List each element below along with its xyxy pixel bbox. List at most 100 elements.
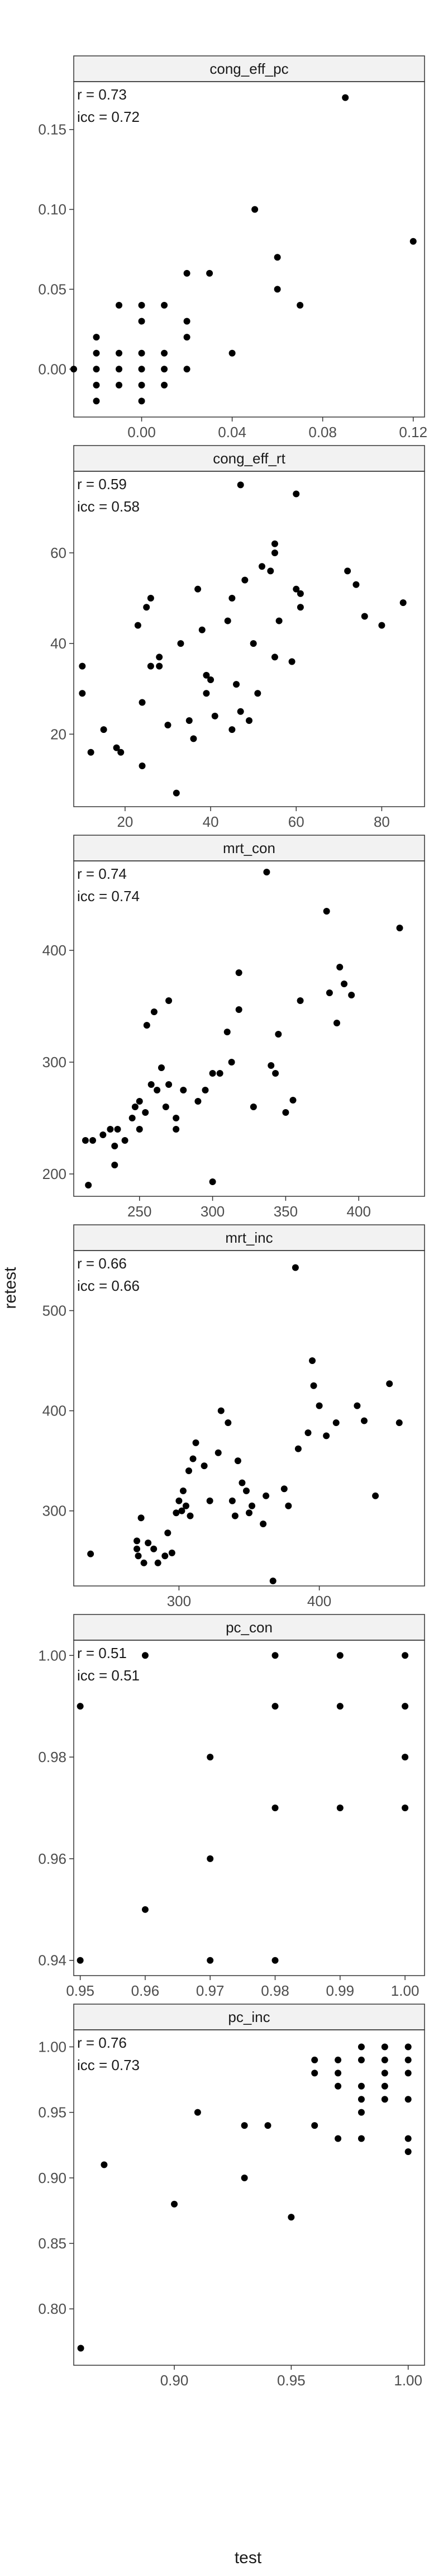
panels-group: cong_eff_pc 0.00 0.05 0.10 0.15 0.00 0.04 0.08 0… [38, 55, 427, 2389]
data-point [336, 1805, 344, 1811]
data-point [173, 789, 180, 797]
data-point [185, 1467, 192, 1475]
data-point [183, 318, 190, 325]
y-tick-label: 400 [42, 1403, 66, 1419]
data-point [409, 238, 417, 245]
panel-border [73, 1640, 425, 1976]
y-tick-label: 0.80 [38, 2300, 66, 2317]
data-point [242, 1487, 250, 1494]
data-point [372, 1492, 379, 1499]
data-point [323, 908, 330, 915]
data-point [311, 2056, 318, 2063]
data-point [173, 1126, 180, 1133]
data-point [183, 269, 190, 277]
data-point [183, 334, 190, 341]
data-point [311, 2122, 318, 2129]
data-point [297, 604, 304, 611]
x-tick-label: 0.98 [261, 1982, 289, 1999]
data-point [264, 2122, 271, 2129]
x-tick-label: 80 [374, 813, 390, 830]
panel-cong_eff_pc: cong_eff_pc 0.00 0.05 0.10 0.15 0.00 0.04 0.08 0… [38, 55, 427, 441]
data-point [207, 1754, 214, 1761]
data-point [275, 1031, 282, 1038]
y-tick-label: 0.96 [38, 1850, 66, 1867]
x-tick-label: 0.99 [326, 1982, 355, 1999]
icc-stat-label: icc = 0.51 [77, 1667, 140, 1684]
data-point [272, 1070, 279, 1077]
data-point [79, 690, 86, 697]
data-point [70, 366, 77, 373]
data-point [87, 749, 94, 756]
icc-stat-label: icc = 0.66 [77, 1277, 140, 1294]
data-point [381, 2070, 388, 2077]
data-point [250, 1104, 257, 1110]
data-point [161, 381, 168, 389]
data-point [100, 726, 107, 733]
data-point [131, 1104, 139, 1110]
data-point [201, 1462, 208, 1470]
data-point [107, 1126, 114, 1133]
data-point [361, 613, 368, 620]
data-point [207, 1855, 214, 1862]
data-point [79, 662, 86, 670]
data-point [288, 2214, 295, 2221]
data-point [269, 1578, 277, 1585]
data-point [138, 381, 145, 389]
data-point [156, 662, 163, 670]
y-tick-label: 0.85 [38, 2235, 66, 2252]
data-point [231, 1512, 239, 1519]
data-point [335, 2056, 342, 2063]
data-point [138, 302, 145, 309]
data-point [139, 699, 146, 706]
data-point [235, 969, 242, 976]
x-tick-label: 300 [201, 1203, 225, 1220]
panel-mrt_con: mrt_con 200 300 400 250 300 350 400 r = 0.74 icc … [42, 835, 425, 1220]
data-point [138, 349, 145, 357]
data-point [294, 1445, 302, 1452]
data-point [121, 1137, 128, 1144]
data-point [93, 334, 100, 341]
y-tick-label: 0.15 [38, 121, 66, 138]
data-point [209, 1070, 216, 1077]
x-tick-label: 0.00 [127, 424, 156, 441]
data-point [89, 1137, 97, 1144]
data-point [271, 540, 278, 547]
data-point [348, 992, 355, 998]
x-tick-label: 350 [274, 1203, 298, 1220]
y-tick-label: 300 [42, 1503, 66, 1519]
data-point [113, 744, 120, 751]
data-point [143, 1022, 150, 1029]
data-point [316, 1402, 323, 1409]
data-point [358, 2135, 365, 2142]
data-point [116, 381, 123, 389]
data-point [150, 1545, 158, 1552]
x-tick-label: 1.00 [391, 1982, 420, 1999]
data-point [381, 2056, 388, 2063]
data-point [335, 2082, 342, 2090]
x-tick-label: 0.90 [160, 2372, 189, 2389]
data-point [77, 2345, 84, 2352]
x-axis-title: test [235, 2549, 262, 2567]
r-stat-label: r = 0.51 [77, 1645, 127, 1661]
data-point [183, 366, 190, 373]
data-point [101, 2161, 108, 2168]
data-point [187, 1512, 194, 1519]
data-point [271, 1805, 279, 1811]
data-point [171, 2200, 178, 2208]
data-point [116, 366, 123, 373]
r-stat-label: r = 0.74 [77, 865, 127, 882]
data-point [207, 676, 214, 683]
data-point [117, 749, 125, 756]
data-point [288, 658, 295, 665]
strip-background [73, 2004, 425, 2030]
data-point [87, 1550, 94, 1557]
data-point [309, 1357, 316, 1365]
data-point [164, 722, 171, 729]
data-point [165, 997, 173, 1004]
data-point [203, 671, 210, 679]
x-tick-label: 0.04 [218, 424, 246, 441]
data-point [274, 254, 281, 261]
data-point [180, 1087, 187, 1093]
strip-title: cong_eff_rt [213, 450, 285, 467]
data-point [263, 1492, 270, 1499]
